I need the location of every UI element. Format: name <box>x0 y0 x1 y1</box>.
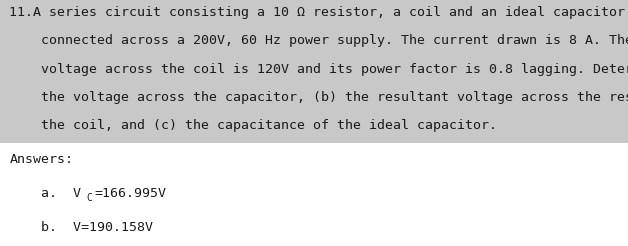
Text: voltage across the coil is 120V and its power factor is 0.8 lagging. Determine (: voltage across the coil is 120V and its … <box>9 63 628 76</box>
Text: the coil, and (c) the capacitance of the ideal capacitor.: the coil, and (c) the capacitance of the… <box>9 119 497 132</box>
FancyBboxPatch shape <box>0 0 628 143</box>
Text: b.  V=190.158V: b. V=190.158V <box>41 221 153 234</box>
Text: Answers:: Answers: <box>9 153 73 166</box>
Text: a.  V: a. V <box>41 187 81 200</box>
Text: the voltage across the capacitor, (b) the resultant voltage across the resistor : the voltage across the capacitor, (b) th… <box>9 91 628 104</box>
Text: 11.A series circuit consisting a 10 Ω resistor, a coil and an ideal capacitor is: 11.A series circuit consisting a 10 Ω re… <box>9 6 628 19</box>
Text: connected across a 200V, 60 Hz power supply. The current drawn is 8 A. The: connected across a 200V, 60 Hz power sup… <box>9 34 628 47</box>
Text: C: C <box>86 193 92 203</box>
Text: =166.995V: =166.995V <box>94 187 166 200</box>
